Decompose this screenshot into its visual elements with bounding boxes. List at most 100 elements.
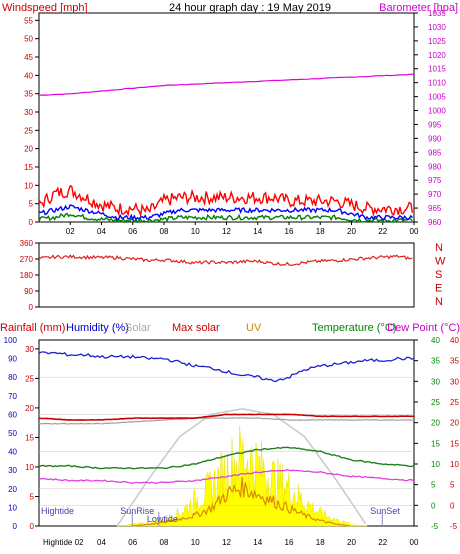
temp-x-tick-label: Hightide 02	[43, 538, 84, 547]
wind-x-tick-label: 00	[410, 227, 419, 236]
max-solar-line	[38, 413, 414, 421]
solar-axis-label: Solar	[125, 322, 151, 334]
temp-x-tick-label: 18	[316, 538, 325, 547]
wind-x-tick-label: 02	[66, 227, 75, 236]
rain-tick-label: 5	[30, 492, 35, 501]
temp-x-tick-label: 08	[160, 538, 169, 547]
temperature-tick-label: 15	[431, 439, 440, 448]
temperature-tick-label: 5	[431, 481, 436, 490]
humidity-tick-label: 90	[8, 355, 17, 364]
wind-x-tick-label: 08	[160, 227, 169, 236]
compass-letter: N	[435, 242, 443, 254]
baro-tick-label: 1015	[428, 65, 446, 74]
baro-tick-label: 960	[428, 218, 442, 227]
humidity-tick-label: 20	[8, 485, 17, 494]
wind-x-tick-label: 18	[316, 227, 325, 236]
direction-tick-label: 360	[20, 239, 34, 248]
rainfall-axis-label: Rainfall (mm)	[0, 322, 65, 334]
dew-point-line	[38, 469, 415, 484]
temperature-tick-label: 35	[431, 357, 440, 366]
baro-tick-label: 1035	[428, 9, 446, 18]
temperature-line	[38, 446, 415, 470]
temperature-axis-label: Temperature (°C)	[312, 322, 396, 334]
temperature-tick-label: 30	[431, 377, 440, 386]
annotation-label: SunSet	[370, 506, 400, 516]
temp-x-tick-label: 06	[128, 538, 137, 547]
compass-letter: E	[435, 283, 442, 295]
wind-x-tick-label: 22	[378, 227, 387, 236]
wind-tick-label: 40	[24, 71, 33, 80]
humidity-tick-label: 30	[8, 466, 17, 475]
humidity-tick-label: 0	[13, 522, 18, 531]
wind-tick-label: 45	[24, 53, 33, 62]
wind-x-tick-label: 06	[128, 227, 137, 236]
baro-tick-label: 1020	[428, 51, 446, 60]
wind-tick-label: 35	[24, 90, 33, 99]
dew-point-tick-label: 30	[450, 377, 459, 386]
direction-tick-label: 270	[20, 255, 34, 264]
wind-tick-label: 55	[24, 16, 33, 25]
humidity-tick-label: 100	[4, 336, 18, 345]
sun-curve-line	[116, 408, 367, 527]
wind-x-tick-label: 04	[97, 227, 106, 236]
wind-tick-label: 0	[29, 218, 34, 227]
rain-tick-label: 10	[25, 463, 34, 472]
rain-tick-label: 25	[25, 374, 34, 383]
annotation-label: SunRise	[120, 506, 154, 516]
dew-point-tick-label: 15	[450, 439, 459, 448]
compass-letter: N	[435, 296, 443, 308]
dew-point-tick-label: 0	[450, 501, 455, 510]
direction-tick-label: 0	[29, 303, 34, 312]
solar-line	[38, 417, 415, 425]
rain-tick-label: 0	[30, 522, 35, 531]
temp-x-tick-label: 12	[222, 538, 231, 547]
page-title: 24 hour graph day : 19 May 2019	[169, 2, 331, 14]
max-solar-axis-label: Max solar	[172, 322, 220, 334]
baro-tick-label: 970	[428, 190, 442, 199]
baro-tick-label: 990	[428, 134, 442, 143]
temp-x-tick-label: 14	[253, 538, 262, 547]
rain-tick-label: 20	[25, 404, 34, 413]
baro-tick-label: 965	[428, 204, 442, 213]
dew-point-tick-label: 20	[450, 419, 459, 428]
uv-axis-label: UV	[246, 322, 262, 334]
humidity-tick-label: 60	[8, 410, 17, 419]
humidity-tick-label: 10	[8, 503, 17, 512]
temp-x-tick-label: 00	[410, 538, 419, 547]
barometer-axis-label: Barometer [hpa]	[379, 2, 458, 14]
wind-x-tick-label: 10	[191, 227, 200, 236]
windspeed-axis-label: Windspeed [mph]	[2, 2, 88, 14]
dew-point-axis-label: Dew Point (°C)	[387, 322, 460, 334]
annotation-label: Hightide	[41, 506, 74, 516]
wind-gust-line	[38, 185, 414, 218]
dew-point-tick-label: -5	[450, 522, 458, 531]
wind-avg-line	[38, 203, 413, 222]
humidity-line	[38, 351, 415, 383]
baro-tick-label: 985	[428, 148, 442, 157]
temp-x-tick-label: 20	[347, 538, 356, 547]
temperature-tick-label: 20	[431, 419, 440, 428]
temperature-tick-label: 40	[431, 336, 440, 345]
uv-line	[132, 476, 350, 527]
baro-tick-label: 995	[428, 120, 442, 129]
temp-x-tick-label: 04	[97, 538, 106, 547]
baro-tick-label: 1030	[428, 23, 446, 32]
temp-x-tick-label: 16	[285, 538, 294, 547]
wind-tick-label: 50	[24, 35, 33, 44]
baro-tick-label: 980	[428, 162, 442, 171]
direction-tick-label: 90	[24, 287, 33, 296]
humidity-axis-label: Humidity (%)	[66, 322, 129, 334]
wind-tick-label: 30	[24, 108, 33, 117]
direction-panel-frame	[38, 242, 415, 308]
wind-tick-label: 5	[29, 200, 34, 209]
wind-low-line	[38, 212, 413, 224]
humidity-tick-label: 50	[8, 429, 17, 438]
temp-x-tick-label: 22	[378, 538, 387, 547]
wind-tick-label: 20	[24, 145, 33, 154]
wind-panel-frame	[38, 12, 415, 223]
wind-tick-label: 25	[24, 126, 33, 135]
rain-tick-label: 30	[25, 345, 34, 354]
annotation-label: Lowtide	[147, 514, 178, 524]
direction-tick-label: 180	[20, 271, 34, 280]
